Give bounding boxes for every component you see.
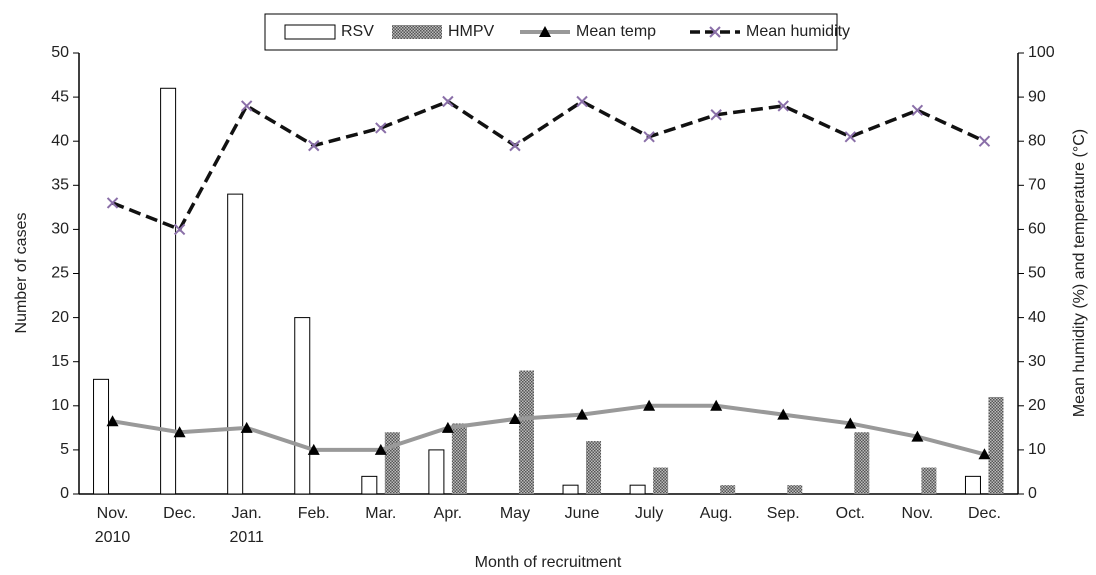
marker xyxy=(509,139,521,152)
legend-swatch xyxy=(392,25,442,39)
bar xyxy=(988,396,1004,494)
line xyxy=(112,403,985,457)
marker xyxy=(844,417,857,429)
line xyxy=(111,99,986,232)
y-tick-label: 5 xyxy=(60,441,69,458)
bar xyxy=(653,467,669,494)
x-tick-label: Dec. xyxy=(968,505,1001,522)
x-tick-label: Aug. xyxy=(700,505,733,522)
y2-tick-label: 80 xyxy=(1028,132,1046,149)
marker xyxy=(442,95,454,108)
marker xyxy=(508,413,521,425)
marker xyxy=(374,443,387,455)
y-tick-label: 35 xyxy=(51,177,69,194)
marker xyxy=(643,131,655,143)
y-axis-title: Number of cases xyxy=(13,213,30,334)
y-tick-label: 40 xyxy=(51,132,69,149)
y2-tick-label: 10 xyxy=(1028,441,1046,458)
legend-label: Mean humidity xyxy=(746,23,850,40)
marker xyxy=(441,421,454,433)
legend-marker xyxy=(539,26,551,37)
y2-tick-label: 50 xyxy=(1028,265,1046,282)
y-tick-label: 25 xyxy=(51,265,69,282)
x-tick-label: Dec. xyxy=(163,505,196,522)
bar xyxy=(384,432,400,494)
bar xyxy=(720,485,736,494)
x-tick-label: Jan. 2011 xyxy=(229,505,264,546)
bar xyxy=(586,441,602,494)
x-tick-label: Nov. xyxy=(902,505,934,522)
y-tick-label: 10 xyxy=(51,397,69,414)
y2-tick-label: 90 xyxy=(1028,88,1046,105)
legend-marker xyxy=(709,26,721,38)
x-tick-label: Apr. xyxy=(434,505,462,522)
marker xyxy=(307,443,320,455)
marker xyxy=(978,135,991,147)
marker xyxy=(911,430,924,442)
bar xyxy=(451,423,467,494)
marker xyxy=(240,100,253,112)
marker xyxy=(710,399,723,411)
marker xyxy=(710,109,722,121)
y-tick-label: 15 xyxy=(51,353,69,370)
marker xyxy=(777,100,789,112)
marker xyxy=(308,139,320,152)
legend-swatch xyxy=(284,24,336,40)
bar xyxy=(518,370,534,494)
y2-tick-label: 60 xyxy=(1028,221,1046,238)
y2-axis-title: Mean humidity (%) and temperature (°C) xyxy=(1071,129,1088,417)
legend-label: RSV xyxy=(341,23,374,40)
bar xyxy=(428,449,445,495)
bar xyxy=(629,484,646,495)
y-tick-label: 50 xyxy=(51,44,69,61)
legend-label: Mean temp xyxy=(576,23,656,40)
marker xyxy=(911,104,924,117)
marker xyxy=(106,197,119,209)
marker xyxy=(240,421,253,433)
y-tick-label: 0 xyxy=(60,485,69,502)
marker xyxy=(173,426,186,438)
bar xyxy=(93,378,110,495)
x-tick-label: July xyxy=(635,505,663,522)
bar xyxy=(854,432,870,494)
bar xyxy=(294,317,311,495)
bar xyxy=(562,484,579,495)
bar xyxy=(160,87,177,495)
marker xyxy=(978,448,991,460)
marker xyxy=(844,131,857,143)
legend-label: HMPV xyxy=(448,23,495,40)
marker xyxy=(777,408,790,420)
marker xyxy=(375,122,387,134)
y-tick-label: 30 xyxy=(51,221,69,238)
marker xyxy=(173,223,186,236)
marker xyxy=(106,415,119,427)
bar xyxy=(921,467,937,494)
x-tick-label: Mar. xyxy=(365,505,396,522)
bar xyxy=(964,475,981,495)
x-tick-label: Feb. xyxy=(298,505,330,522)
bar xyxy=(227,193,244,495)
y2-tick-label: 20 xyxy=(1028,397,1046,414)
legend: RSV HMPV Mean temp Mean humidity xyxy=(264,13,850,51)
bar xyxy=(361,475,378,495)
y2-tick-label: 70 xyxy=(1028,177,1046,194)
x-axis-title: Month of recruitment xyxy=(475,554,622,571)
y2-tick-label: 30 xyxy=(1028,353,1046,370)
x-tick-label: Sep. xyxy=(767,505,800,522)
y-tick-label: 20 xyxy=(51,309,69,326)
y2-tick-label: 0 xyxy=(1028,485,1037,502)
x-tick-label: May xyxy=(500,505,530,522)
marker xyxy=(643,399,656,411)
y-tick-label: 45 xyxy=(51,88,69,105)
marker xyxy=(576,95,588,108)
y2-tick-label: 100 xyxy=(1028,44,1055,61)
bar xyxy=(787,485,803,494)
x-tick-label: Nov. 2010 xyxy=(95,505,131,546)
x-tick-label: June xyxy=(565,505,600,522)
x-tick-label: Oct. xyxy=(836,505,865,522)
y2-tick-label: 40 xyxy=(1028,309,1046,326)
marker xyxy=(576,408,589,420)
